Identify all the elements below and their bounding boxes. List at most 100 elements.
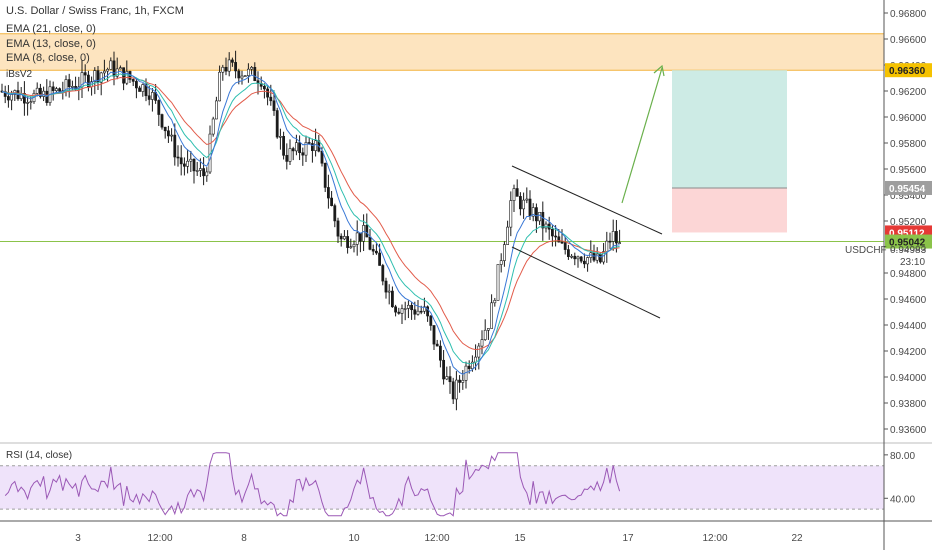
price-label: 0.95042	[889, 238, 926, 249]
candle-body	[499, 260, 503, 265]
candle-body	[461, 380, 465, 383]
candle-body	[262, 86, 266, 90]
candle-body	[336, 220, 340, 237]
ema-layer	[1, 70, 620, 375]
candle-body	[310, 143, 314, 151]
candle-body	[538, 211, 542, 222]
zones-layer	[0, 33, 884, 243]
candle-body	[566, 249, 570, 257]
candle-body	[512, 188, 516, 201]
candle-body	[93, 70, 97, 82]
y-tick-label: 0.94800	[890, 269, 927, 280]
candle-body	[576, 256, 580, 260]
candle-body	[218, 71, 222, 102]
candle-body	[582, 260, 586, 265]
candle-body	[278, 136, 282, 138]
candle-body	[477, 345, 481, 358]
last-price-countdown: 23:10	[900, 257, 925, 268]
channel-layer	[511, 64, 665, 319]
candle-body	[157, 100, 161, 115]
candle-body	[10, 94, 14, 101]
x-tick-label: 10	[348, 533, 360, 544]
candle-body	[42, 90, 46, 97]
candle-body	[339, 235, 343, 240]
candle-body	[518, 196, 522, 210]
candle-body	[362, 225, 366, 242]
candle-body	[490, 302, 494, 329]
resistance-zone	[0, 33, 884, 71]
candle-body	[173, 134, 177, 158]
candle-body	[192, 158, 196, 172]
candle-body	[186, 160, 190, 167]
candle-body	[38, 87, 42, 97]
x-tick-label: 3	[75, 533, 81, 544]
candle-body	[160, 114, 164, 128]
y-tick-label: 0.96200	[890, 87, 927, 98]
candle-body	[349, 246, 353, 249]
candle-body	[515, 188, 519, 197]
price-label: 0.95112	[889, 228, 925, 239]
candle-body	[419, 310, 423, 313]
rsi-tick-label: 80.00	[890, 451, 915, 462]
candle-body	[573, 255, 577, 260]
legend-ibsv2[interactable]: iBsV2	[6, 69, 33, 80]
candle-body	[87, 74, 90, 87]
x-tick-label: 22	[791, 533, 803, 544]
candle-body	[167, 130, 170, 137]
candle-body	[365, 225, 369, 238]
candle-body	[611, 231, 615, 242]
candle-body	[438, 345, 442, 361]
legend-ema13[interactable]: EMA (13, close, 0)	[6, 38, 96, 50]
candle-body	[103, 70, 106, 74]
candle-body	[298, 142, 302, 153]
candle-body	[183, 163, 186, 167]
y-tick-label: 0.96000	[890, 113, 927, 124]
candle-body	[560, 241, 564, 244]
candle-body	[358, 232, 362, 242]
last-price-value: 0.94983	[890, 245, 927, 256]
legend-ema8[interactable]: EMA (8, close, 0)	[6, 52, 90, 64]
candle-body	[346, 236, 350, 248]
candle-body	[54, 88, 58, 92]
candle-body	[544, 223, 548, 229]
y-tick-label: 0.94200	[890, 347, 927, 358]
ema13-line	[1, 73, 620, 365]
candle-body	[202, 168, 206, 177]
candle-body	[426, 306, 430, 317]
candle-body	[99, 72, 103, 83]
candle-body	[355, 232, 359, 245]
stop-zone	[672, 187, 787, 233]
last-price-symbol: USDCHF	[845, 245, 887, 256]
candle-body	[614, 231, 618, 244]
candle-body	[58, 88, 62, 92]
candle-body	[563, 242, 567, 250]
candle-body	[390, 290, 394, 308]
candle-body	[605, 240, 609, 252]
candle-body	[509, 200, 513, 228]
legend-ema21[interactable]: EMA (21, close, 0)	[6, 23, 96, 35]
candle-body	[247, 68, 250, 76]
candle-body	[243, 75, 247, 77]
candle-body	[304, 142, 308, 156]
candle-body	[215, 100, 218, 120]
candle-body	[522, 199, 526, 210]
candle-body	[294, 142, 298, 152]
candle-body	[288, 148, 292, 162]
price-label: 0.96360	[889, 66, 926, 77]
rsi-layer	[0, 442, 932, 517]
rsi-tick-label: 40.00	[890, 494, 915, 505]
y-tick-label: 0.94000	[890, 373, 927, 384]
candle-body	[83, 72, 87, 76]
y-tick-label: 0.95800	[890, 139, 927, 150]
candle-body	[285, 155, 289, 162]
candle-body	[525, 198, 529, 201]
candle-body	[371, 249, 375, 252]
candle-body	[189, 158, 193, 162]
candle-body	[442, 359, 446, 380]
candle-body	[541, 211, 545, 229]
candle-body	[406, 304, 410, 309]
candle-body	[400, 308, 404, 314]
price-label-bg	[885, 234, 932, 249]
candle-body	[234, 62, 238, 72]
